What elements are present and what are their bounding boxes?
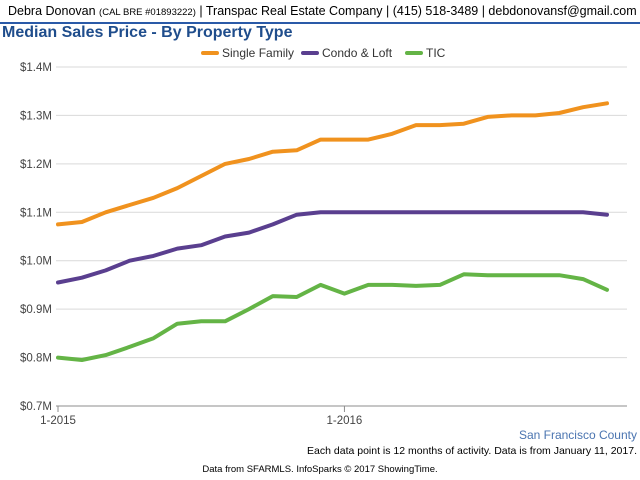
x-axis: 1-2015 1-2016: [40, 406, 362, 427]
x-tick-label: 1-2015: [40, 415, 76, 427]
series-line-single-family: [56, 101, 609, 227]
legend-label-single-family: Single Family: [222, 46, 294, 60]
y-tick-label: $0.7M: [20, 401, 52, 413]
agent-info: Debra Donovan (CAL BRE #01893222) | Tran…: [8, 4, 637, 18]
data-source: Data from SFARMLS. InfoSparks © 2017 Sho…: [202, 464, 438, 475]
y-tick-label: $0.8M: [20, 353, 52, 365]
chart-grid: [56, 66, 627, 407]
header-bar: Debra Donovan (CAL BRE #01893222) | Tran…: [0, 0, 640, 24]
chart-title: Median Sales Price - By Property Type: [2, 24, 293, 41]
company-contact: | Transpac Real Estate Company | (415) 5…: [199, 4, 637, 18]
agent-name: Debra Donovan: [8, 4, 96, 18]
y-axis-ticks: $0.7M $0.8M $0.9M $1.0M $1.1M $1.2M $1.3M $1.4M: [20, 62, 52, 413]
series-line-condo-loft: [56, 210, 609, 285]
header-divider: [0, 22, 640, 24]
y-tick-label: $1.0M: [20, 256, 52, 268]
y-tick-label: $1.2M: [20, 159, 52, 171]
chart-lines: [56, 101, 609, 362]
legend-label-tic: TIC: [426, 46, 446, 60]
data-note: Each data point is 12 months of activity…: [307, 445, 637, 457]
legend-label-condo-loft: Condo & Loft: [322, 46, 393, 60]
y-tick-label: $1.4M: [20, 62, 52, 74]
chart-legend: Single Family Condo & Loft TIC: [201, 46, 446, 60]
x-tick-label: 1-2016: [327, 415, 363, 427]
y-tick-label: $1.1M: [20, 207, 52, 219]
y-tick-label: $0.9M: [20, 304, 52, 316]
series-line-tic: [56, 272, 609, 362]
county-label: San Francisco County: [518, 428, 637, 442]
y-tick-label: $1.3M: [20, 110, 52, 122]
license-number: (CAL BRE #01893222): [99, 7, 196, 18]
